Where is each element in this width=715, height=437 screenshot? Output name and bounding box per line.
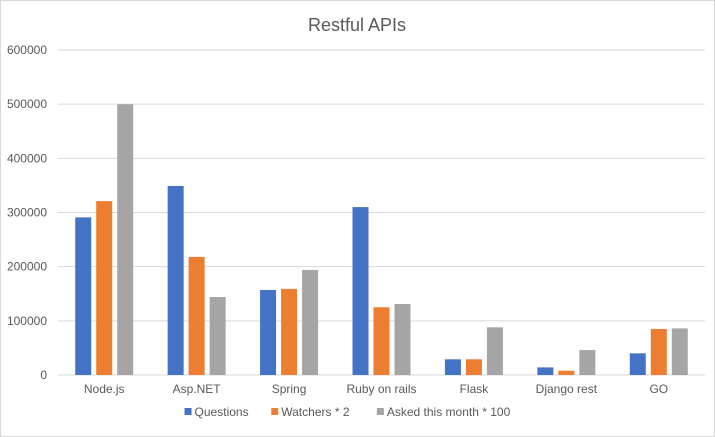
bar-asked-this-month-100 [579,350,596,375]
bar-questions [629,353,646,375]
bar-watchers-2 [96,201,113,375]
y-tick-label: 0 [40,368,47,382]
y-tick-label: 400000 [7,151,47,165]
bar-questions [75,217,92,375]
legend-item[interactable]: Watchers * 2 [271,405,350,419]
bar-watchers-2 [188,256,205,375]
gridlines [58,49,705,376]
legend[interactable]: Questions Watchers * 2 Asked this month * … [184,405,511,419]
x-tick-label: Spring [272,382,307,396]
bar-asked-this-month-100 [117,104,134,376]
legend-swatch [184,408,192,415]
legend-label: Watchers * 2 [281,405,350,419]
bar-watchers-2 [650,328,667,375]
x-tick-label: GO [649,382,668,396]
bar-watchers-2 [281,288,298,375]
legend-label: Asked this month * 100 [387,405,511,419]
bar-questions [260,289,277,375]
bar-watchers-2 [465,359,482,375]
x-tick-label: Ruby on rails [346,382,416,396]
bar-questions [444,359,461,375]
bar-watchers-2 [373,307,390,375]
bar-questions [352,207,369,375]
x-axis-ticks: Node.js Asp.NET Spring Ruby on rails Flask Dj… [84,382,668,396]
x-tick-label: Django rest [536,382,598,396]
bars [75,104,688,376]
bar-questions [167,185,184,375]
legend-swatch [271,408,279,415]
legend-swatch [376,408,384,415]
y-tick-label: 500000 [7,97,47,111]
legend-item[interactable]: Questions [184,405,249,419]
bar-asked-this-month-100 [486,327,503,375]
x-tick-label: Asp.NET [173,382,222,396]
bar-asked-this-month-100 [302,269,319,375]
chart-title: Restful APIs [308,15,406,35]
legend-item[interactable]: Asked this month * 100 [376,405,511,419]
y-axis-ticks: 0 100000 200000 300000 400000 500000 600000 [7,43,47,382]
y-tick-label: 100000 [7,314,47,328]
bar-questions [537,367,554,375]
x-tick-label: Flask [460,382,490,396]
bar-asked-this-month-100 [394,304,411,375]
bar-watchers-2 [558,370,575,375]
legend-label: Questions [195,405,249,419]
y-tick-label: 200000 [7,260,47,274]
y-tick-label: 600000 [7,43,47,57]
bar-asked-this-month-100 [209,297,226,375]
bar-asked-this-month-100 [671,328,688,375]
y-tick-label: 300000 [7,206,47,220]
x-tick-label: Node.js [84,382,125,396]
